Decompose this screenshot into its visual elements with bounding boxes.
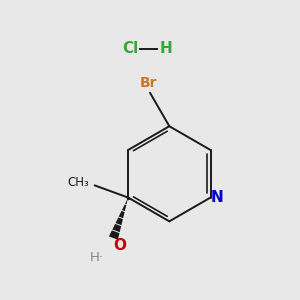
Text: O: O [113, 238, 126, 253]
Polygon shape [109, 198, 128, 240]
Text: H·: H· [90, 251, 104, 264]
Text: Cl: Cl [123, 41, 139, 56]
Text: CH₃: CH₃ [67, 176, 89, 190]
Text: H: H [160, 41, 173, 56]
Text: Br: Br [140, 76, 157, 90]
Text: N: N [211, 190, 224, 205]
